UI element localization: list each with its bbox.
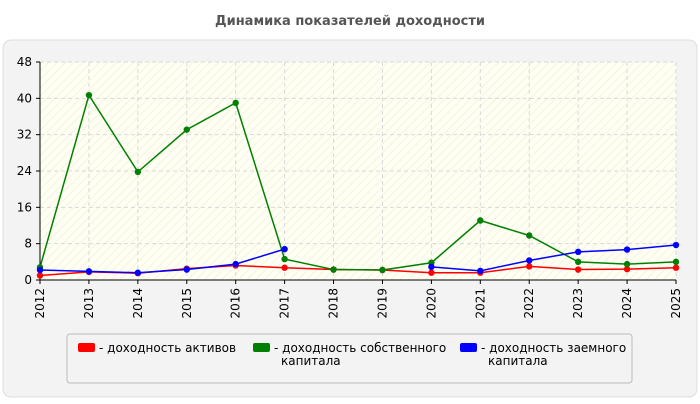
data-point[interactable] xyxy=(281,245,288,253)
data-point[interactable] xyxy=(232,99,239,107)
y-tick-label: 40 xyxy=(17,91,32,105)
legend-label: - доходность заемного капитала xyxy=(481,341,626,368)
x-tick-label: 2015 xyxy=(180,288,194,319)
series-line xyxy=(431,244,677,272)
data-point[interactable] xyxy=(428,269,435,276)
series-line xyxy=(39,248,285,274)
data-point[interactable] xyxy=(672,258,680,266)
legend-swatch xyxy=(460,343,477,352)
legend-swatch xyxy=(253,343,270,352)
data-point[interactable] xyxy=(526,257,533,264)
legend-item-3[interactable]: - доходность заемного капитала xyxy=(460,341,626,368)
data-point[interactable] xyxy=(183,126,190,133)
legend-item-1[interactable]: - доходность активов xyxy=(78,341,236,355)
data-point[interactable] xyxy=(623,265,631,273)
data-point[interactable] xyxy=(330,266,337,273)
data-point[interactable] xyxy=(134,168,142,176)
x-tick-label: 2019 xyxy=(375,288,389,319)
data-point[interactable] xyxy=(85,91,93,99)
data-point[interactable] xyxy=(281,264,288,271)
legend-label: - доходность активов xyxy=(99,341,236,355)
data-point[interactable] xyxy=(526,263,533,270)
series-3 xyxy=(36,241,680,276)
legend-box xyxy=(66,333,633,384)
legend-label: - доходность собственного капитала xyxy=(274,341,446,368)
x-tick-label: 2016 xyxy=(229,288,243,319)
data-point[interactable] xyxy=(232,260,239,268)
x-tick-label: 2017 xyxy=(278,288,292,319)
data-point[interactable] xyxy=(183,266,190,273)
data-point[interactable] xyxy=(477,267,484,275)
x-tick-label: 2018 xyxy=(327,288,341,319)
x-tick-label: 2013 xyxy=(82,288,96,319)
x-tick-label: 2025 xyxy=(669,288,683,319)
legend-item-2[interactable]: - доходность собственного капитала xyxy=(253,341,446,368)
x-tick-label: 2012 xyxy=(33,288,47,319)
data-point[interactable] xyxy=(672,241,680,249)
data-point[interactable] xyxy=(574,248,582,256)
data-point[interactable] xyxy=(36,266,44,274)
y-tick-label: 16 xyxy=(17,200,32,214)
data-point[interactable] xyxy=(281,255,288,263)
data-point[interactable] xyxy=(623,246,631,253)
data-point[interactable] xyxy=(574,258,582,266)
data-point[interactable] xyxy=(134,269,142,276)
x-tick-label: 2022 xyxy=(522,288,536,319)
y-tick-label: 8 xyxy=(24,237,32,251)
data-point[interactable] xyxy=(428,263,435,271)
x-tick-label: 2020 xyxy=(424,288,438,319)
data-point[interactable] xyxy=(379,266,386,274)
x-tick-label: 2024 xyxy=(620,288,634,319)
y-tick-label: 24 xyxy=(17,164,32,178)
x-tick-label: 2021 xyxy=(473,288,487,319)
chart-title: Динамика показателей доходности xyxy=(215,14,485,29)
data-point[interactable] xyxy=(672,264,680,271)
data-point[interactable] xyxy=(36,272,44,279)
series-line xyxy=(39,93,677,271)
x-tick-label: 2023 xyxy=(571,288,585,319)
x-tick-label: 2014 xyxy=(131,288,145,319)
y-tick-label: 48 xyxy=(17,55,32,69)
data-point[interactable] xyxy=(574,266,582,273)
data-point[interactable] xyxy=(85,268,93,275)
legend-swatch xyxy=(78,343,95,352)
data-point[interactable] xyxy=(623,260,631,268)
data-point[interactable] xyxy=(477,217,484,224)
y-tick-label: 32 xyxy=(17,128,32,142)
y-tick-label: 0 xyxy=(24,273,32,287)
data-point[interactable] xyxy=(526,232,533,239)
